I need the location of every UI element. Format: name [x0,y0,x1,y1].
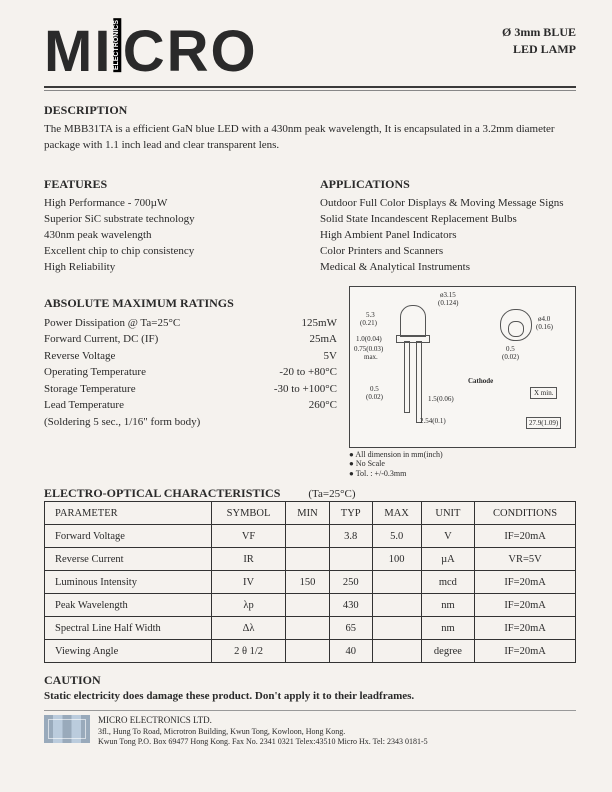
header-rule-thin [44,90,576,91]
application-item: Solid State Incandescent Replacement Bul… [320,212,576,228]
logo-right: CRO [123,26,258,78]
rating-row: Power Dissipation @ Ta=25°C125mW [44,315,337,332]
feature-item: Excellent chip to chip consistency [44,244,300,260]
table-row: Forward VoltageVF3.85.0VIF=20mA [45,525,576,548]
product-line-2: LED LAMP [502,41,576,58]
company-name: MICRO ELECTRONICS LTD. [98,715,428,726]
characteristics-heading: ELECTRO-OPTICAL CHARACTERISTICS [44,486,280,501]
description-heading: DESCRIPTION [44,103,576,118]
header-rule [44,86,576,88]
dim-label: (0.02) [502,353,519,361]
diagram-block: ø3.15 (0.124) 5.3 (0.21) 1.0(0.04) 0.75(… [349,286,576,479]
dim-label: 2.54(0.1) [420,417,446,425]
caution-body: Static electricity does damage these pro… [44,690,576,702]
diagram-notes: ● All dimension in mm(inch) ● No Scale ●… [349,450,576,479]
led-front-outline [400,305,426,337]
dim-label: 1.5(0.06) [428,395,454,403]
led-lead-b [416,341,422,423]
led-lead-a [404,341,410,413]
dim-label: ø4.0 [538,315,550,323]
dim-label: max. [364,353,378,361]
feature-item: High Performance - 700µW [44,196,300,212]
dim-label: 0.5 [370,385,379,393]
ratings-row: ABSOLUTE MAXIMUM RATINGS Power Dissipati… [44,286,576,479]
dim-label: 1.0(0.04) [356,335,382,343]
col-typ: TYP [329,502,372,525]
cathode-label: Cathode [468,377,493,385]
dim-label: 5.3 [366,311,375,319]
table-row: Viewing Angle2 θ 1/240degreeIF=20mA [45,640,576,663]
footer-logo-icon [44,715,90,743]
table-header-row: PARAMETER SYMBOL MIN TYP MAX UNIT CONDIT… [45,502,576,525]
diagram-note: ● All dimension in mm(inch) [349,450,576,460]
col-conditions: CONDITIONS [475,502,576,525]
application-item: High Ambient Panel Indicators [320,228,576,244]
rating-row: Forward Current, DC (IF)25mA [44,331,337,348]
logo-vertical-text: ELECTRONICS [113,18,121,72]
logo-left: MI [44,26,112,78]
dim-label: (0.124) [438,299,458,307]
ratings-block: ABSOLUTE MAXIMUM RATINGS Power Dissipati… [44,286,337,431]
applications-heading: APPLICATIONS [320,177,576,192]
header: MI ELECTRONICS CRO Ø 3mm BLUE LED LAMP [44,18,576,78]
feature-item: Superior SiC substrate technology [44,212,300,228]
led-flange [396,335,430,343]
features-column: FEATURES High Performance - 700µW Superi… [44,167,300,276]
dim-label: ø3.15 [440,291,456,299]
feature-item: 430nm peak wavelength [44,228,300,244]
features-heading: FEATURES [44,177,300,192]
product-title: Ø 3mm BLUE LED LAMP [502,18,576,58]
mechanical-diagram: ø3.15 (0.124) 5.3 (0.21) 1.0(0.04) 0.75(… [349,286,576,448]
application-item: Outdoor Full Color Displays & Moving Mes… [320,196,576,212]
col-unit: UNIT [421,502,475,525]
application-item: Color Printers and Scanners [320,244,576,260]
footer-text: MICRO ELECTRONICS LTD. 3fl., Hung To Roa… [98,715,428,746]
col-parameter: PARAMETER [45,502,212,525]
dim-label: (0.21) [360,319,377,327]
table-row: Spectral Line Half WidthΔλ65nmIF=20mA [45,617,576,640]
col-max: MAX [372,502,421,525]
led-side-inner [508,321,524,337]
feature-item: High Reliability [44,260,300,276]
footer: MICRO ELECTRONICS LTD. 3fl., Hung To Roa… [44,710,576,746]
col-min: MIN [286,502,330,525]
ratings-heading: ABSOLUTE MAXIMUM RATINGS [44,296,337,311]
application-item: Medical & Analytical Instruments [320,260,576,276]
dim-label: (0.16) [536,323,553,331]
company-address-2: Kwun Tong P.O. Box 69477 Hong Kong. Fax … [98,737,428,747]
description-body: The MBB31TA is a efficient GaN blue LED … [44,122,576,153]
dim-label: (0.02) [366,393,383,401]
brand-logo: MI ELECTRONICS CRO [44,18,258,78]
company-address-1: 3fl., Hung To Road, Microtron Building, … [98,727,428,737]
table-row: Luminous IntensityIV150250mcdIF=20mA [45,571,576,594]
rating-row: Storage Temperature-30 to +100°C [44,381,337,398]
rating-row: Lead Temperature260°C [44,397,337,414]
characteristics-table: PARAMETER SYMBOL MIN TYP MAX UNIT CONDIT… [44,501,576,663]
product-line-1: Ø 3mm BLUE [502,24,576,41]
rating-row: (Soldering 5 sec., 1/16" form body) [44,414,337,431]
dim-label: 0.75(0.03) [354,345,383,353]
table-row: Peak Wavelengthλp430nmIF=20mA [45,594,576,617]
features-list: High Performance - 700µW Superior SiC su… [44,196,300,276]
features-applications-row: FEATURES High Performance - 700µW Superi… [44,167,576,276]
applications-column: APPLICATIONS Outdoor Full Color Displays… [320,167,576,276]
diagram-note: ● No Scale [349,459,576,469]
applications-list: Outdoor Full Color Displays & Moving Mes… [320,196,576,276]
dim-label: 0.5 [506,345,515,353]
characteristics-condition: (Ta=25°C) [308,488,355,500]
characteristics-title-row: ELECTRO-OPTICAL CHARACTERISTICS (Ta=25°C… [44,486,576,501]
total-label: 27.9(1.09) [526,417,561,429]
rating-row: Operating Temperature-20 to +80°C [44,364,337,381]
caution-heading: CAUTION [44,673,576,688]
rating-row: Reverse Voltage5V [44,348,337,365]
col-symbol: SYMBOL [212,502,286,525]
diagram-note: ● Tol. : +/-0.3mm [349,469,576,479]
table-row: Reverse CurrentIR100µAVR=5V [45,548,576,571]
caution-block: CAUTION Static electricity does damage t… [44,673,576,702]
xmin-label: X min. [530,387,557,399]
